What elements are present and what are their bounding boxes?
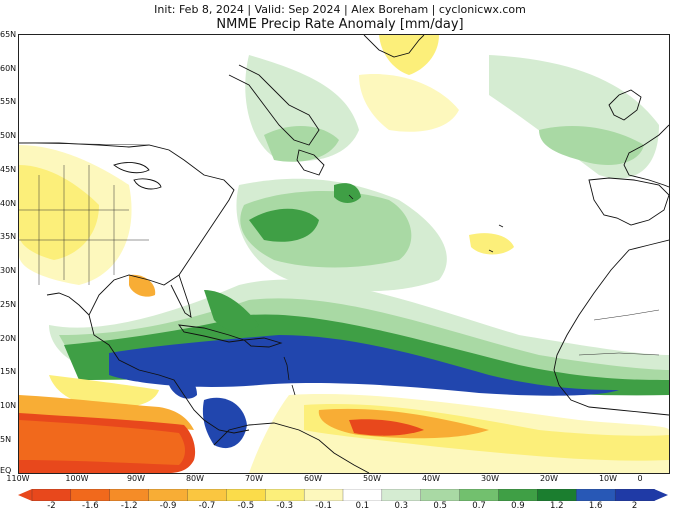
borders	[19, 142, 660, 356]
dry-accent-areas	[19, 420, 185, 465]
lat-label: 35N	[0, 232, 17, 241]
colorbar-cell	[420, 489, 461, 501]
anomaly-map	[19, 35, 669, 473]
coastlines	[19, 35, 669, 473]
colorbar-cell	[459, 489, 500, 501]
colorbar-tick-label: 0.7	[472, 501, 486, 511]
lon-label: 80W	[185, 474, 205, 483]
lon-label: 0	[637, 474, 643, 483]
lon-label: 10W	[598, 474, 618, 483]
lon-label: 20W	[539, 474, 559, 483]
lat-label: 5N	[0, 435, 12, 444]
lat-label: 45N	[0, 165, 17, 174]
colorbar-tick-label: -1.6	[82, 501, 99, 511]
islands	[283, 194, 504, 396]
wet-very-strong-areas	[109, 335, 619, 449]
lon-label: 40W	[421, 474, 441, 483]
colorbar-tick-label: -0.1	[315, 501, 332, 511]
lat-label: 65N	[0, 30, 17, 39]
lat-label: 40N	[0, 199, 17, 208]
lon-label: 70W	[244, 474, 264, 483]
lat-label: 55N	[0, 97, 17, 106]
colorbar-tick-label: 0.1	[355, 501, 370, 511]
colorbar-cell	[381, 489, 422, 501]
colorbar-cell	[226, 489, 266, 501]
colorbar-tick-label: -0.9	[159, 501, 177, 511]
colorbar-tick-label: -0.5	[237, 501, 255, 511]
lon-label: 90W	[126, 474, 146, 483]
lon-label: 110W	[6, 474, 30, 483]
lat-label: 60N	[0, 64, 17, 73]
colorbar-cell	[537, 489, 577, 501]
colorbar-cell	[614, 489, 655, 501]
colorbar-tick-label: 1.2	[550, 501, 564, 511]
colorbar-cell	[70, 489, 111, 501]
header-init-line: Init: Feb 8, 2024 | Valid: Sep 2024 | Al…	[154, 3, 526, 16]
colorbar-cell	[148, 489, 189, 501]
colorbar-arrow-left	[18, 489, 32, 501]
colorbar-cell	[109, 489, 150, 501]
colorbar-cell	[576, 489, 616, 501]
colorbar-cell	[187, 489, 228, 501]
colorbar-cell	[303, 489, 344, 501]
colorbar	[18, 489, 668, 501]
lat-label: EQ	[0, 466, 12, 475]
lon-label: 50W	[362, 474, 382, 483]
colorbar-cell	[265, 489, 305, 501]
lon-label: 100W	[65, 474, 89, 483]
lat-label: 15N	[0, 367, 17, 376]
lat-label: 25N	[0, 300, 17, 309]
colorbar-tick-label: 1.6	[588, 501, 603, 511]
colorbar-cell	[31, 489, 72, 501]
colorbar-tick-label: 0.5	[433, 501, 447, 511]
colorbar-tick-label: 0.9	[511, 501, 525, 511]
lon-label: 30W	[480, 474, 500, 483]
lat-label: 50N	[0, 131, 17, 140]
colorbar-tick-label: 0.3	[394, 501, 409, 511]
colorbar-cell	[498, 489, 539, 501]
colorbar-tick-label: 2	[631, 501, 638, 511]
lat-label: 30N	[0, 266, 17, 275]
colorbar-cell	[342, 489, 383, 501]
lat-label: 10N	[0, 401, 17, 410]
colorbar-tick-label: -0.3	[276, 501, 293, 511]
colorbar-tick-label: -2	[47, 501, 56, 511]
colorbar-tick-label: -1.2	[120, 501, 138, 511]
chart-title: NMME Precip Rate Anomaly [mm/day]	[216, 17, 464, 32]
colorbar-tick-label: -0.7	[198, 501, 216, 511]
map-panel	[18, 34, 670, 474]
lat-label: 20N	[0, 334, 17, 343]
colorbar-arrow-right	[654, 489, 668, 501]
lon-label: 60W	[303, 474, 323, 483]
